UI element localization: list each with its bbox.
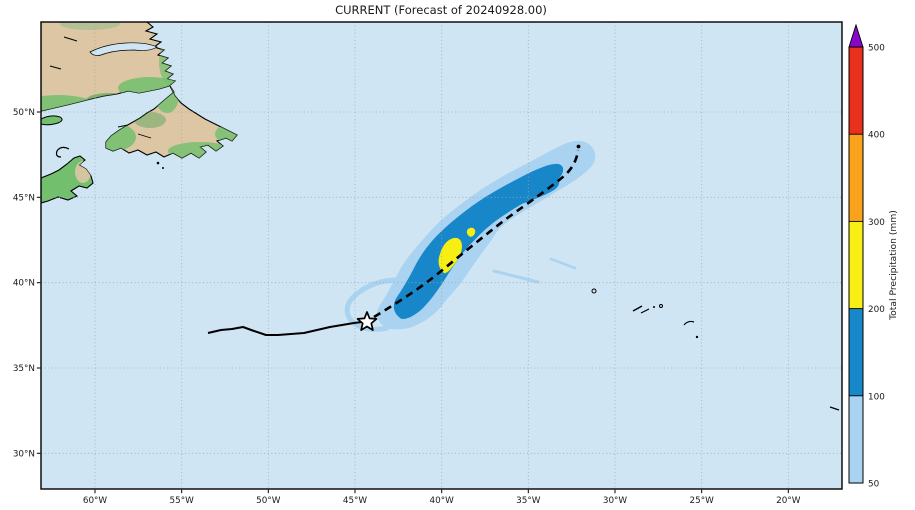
map-plot: [41, 22, 842, 489]
cb-tick-label: 100: [868, 392, 885, 402]
colorbar: 500 400 300 200 100 50 Total Precipitati…: [848, 23, 899, 490]
ytick-label: 45°N: [13, 193, 35, 203]
colorbar-axis-label: Total Precipitation (mm): [888, 210, 899, 321]
cb-tick-label: 500: [868, 44, 885, 54]
lake-melville: [89, 42, 158, 56]
observed-track-line: [207, 321, 363, 336]
land-anticosti: [41, 115, 63, 126]
colorbar-segment-300-400: [849, 134, 863, 222]
colorbar-tick-labels: 500 400 300 200 100 50: [868, 44, 885, 490]
azores-islands: [591, 288, 699, 339]
colorbar-segment-400-500: [849, 47, 863, 135]
axis-ticks: [36, 111, 789, 494]
xtick-label: 35°W: [516, 496, 541, 506]
xtick-label: 20°W: [776, 496, 801, 506]
precip-streak: [492, 269, 540, 284]
cb-tick-label: 300: [868, 218, 885, 228]
ytick-label: 30°N: [13, 449, 35, 459]
ytick-label: 35°N: [13, 364, 35, 374]
xaxis-labels: 60°W 55°W 50°W 45°W 40°W 35°W 30°W 25°W …: [83, 496, 801, 506]
xtick-label: 25°W: [690, 496, 715, 506]
madeira-island: [829, 406, 840, 411]
forecast-track-end-dot: [576, 144, 581, 149]
cb-tick-label: 50: [868, 480, 880, 490]
xtick-label: 30°W: [603, 496, 628, 506]
map-border: [40, 21, 843, 490]
xtick-label: 55°W: [170, 496, 195, 506]
ytick-label: 50°N: [13, 108, 35, 118]
magdalen-islands: [55, 146, 70, 158]
ytick-label: 40°N: [13, 279, 35, 289]
colorbar-segment-100-200: [849, 308, 863, 396]
cb-tick-label: 200: [868, 305, 885, 315]
islet: [156, 161, 160, 165]
colorbar-segment-50-100: [849, 395, 863, 483]
land-newfoundland: [105, 85, 238, 169]
star-marker: [356, 311, 378, 331]
precipitation-shading: [344, 140, 596, 332]
xtick-label: 60°W: [83, 496, 108, 506]
cb-tick-label: 400: [868, 131, 885, 141]
islet: [162, 167, 164, 169]
precip-200-300mm-spot: [466, 227, 476, 237]
colorbar-over-arrow: [848, 23, 864, 48]
precip-streak: [549, 257, 577, 270]
colorbar-dividers: [849, 133, 863, 397]
xtick-label: 40°W: [430, 496, 455, 506]
forecast-track-dashed-line: [373, 149, 580, 319]
yaxis-labels: 50°N 45°N 40°N 35°N 30°N: [13, 108, 35, 459]
river-marks: [49, 36, 78, 70]
colorbar-segment-200-300: [849, 221, 863, 309]
xtick-label: 45°W: [343, 496, 368, 506]
graticule-gridlines: [41, 22, 842, 489]
precip-200-300mm: [438, 237, 462, 274]
page-title: CURRENT (Forecast of 20240928.00): [335, 3, 547, 17]
xtick-label: 50°W: [256, 496, 281, 506]
colorbar-outline: [848, 46, 864, 484]
river-marks: [117, 124, 152, 139]
